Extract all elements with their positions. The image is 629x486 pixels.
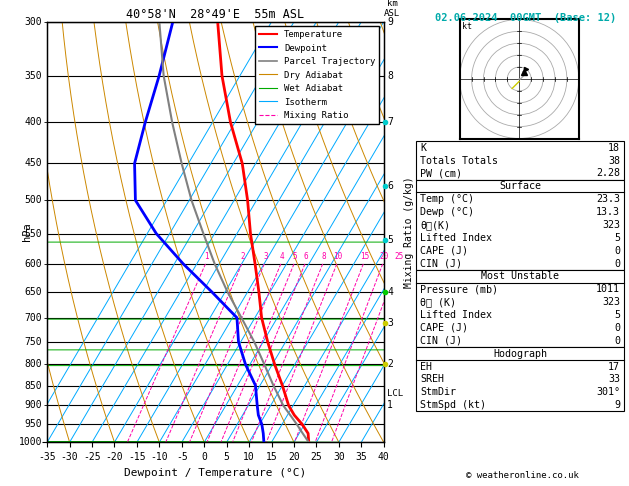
Text: 400: 400	[25, 117, 42, 127]
Text: 0: 0	[614, 245, 620, 256]
Text: 8: 8	[321, 252, 326, 261]
Text: 3: 3	[263, 252, 268, 261]
Text: km
ASL: km ASL	[384, 0, 400, 17]
Text: SREH: SREH	[420, 374, 444, 384]
Text: 700: 700	[25, 312, 42, 323]
Text: © weatheronline.co.uk: © weatheronline.co.uk	[465, 471, 579, 480]
Text: 3: 3	[387, 318, 393, 328]
Text: 5: 5	[614, 233, 620, 243]
Text: 4: 4	[387, 287, 393, 297]
Text: Pressure (mb): Pressure (mb)	[420, 284, 498, 295]
Text: 17: 17	[608, 362, 620, 372]
Text: CIN (J): CIN (J)	[420, 336, 462, 346]
Text: 323: 323	[602, 297, 620, 307]
Text: K: K	[420, 142, 426, 153]
Text: CAPE (J): CAPE (J)	[420, 323, 468, 333]
Text: 1: 1	[204, 252, 209, 261]
Text: 900: 900	[25, 400, 42, 411]
Text: 2: 2	[387, 359, 393, 369]
Text: 1: 1	[387, 400, 393, 411]
Text: StmSpd (kt): StmSpd (kt)	[420, 400, 486, 410]
Text: 5: 5	[293, 252, 298, 261]
Text: 10: 10	[333, 252, 343, 261]
Text: Dewp (°C): Dewp (°C)	[420, 207, 474, 217]
Text: LCL: LCL	[387, 389, 403, 398]
Text: Surface: Surface	[499, 181, 541, 191]
Text: 25: 25	[394, 252, 404, 261]
Text: Lifted Index: Lifted Index	[420, 233, 492, 243]
Legend: Temperature, Dewpoint, Parcel Trajectory, Dry Adiabat, Wet Adiabat, Isotherm, Mi: Temperature, Dewpoint, Parcel Trajectory…	[255, 26, 379, 124]
Text: 2: 2	[241, 252, 245, 261]
Text: 450: 450	[25, 158, 42, 169]
Text: 18: 18	[608, 142, 620, 153]
Text: PW (cm): PW (cm)	[420, 168, 462, 178]
Text: 600: 600	[25, 259, 42, 269]
Text: 300: 300	[25, 17, 42, 27]
Text: 1011: 1011	[596, 284, 620, 295]
Text: 1000: 1000	[19, 437, 42, 447]
Text: 6: 6	[387, 181, 393, 191]
Text: 950: 950	[25, 419, 42, 429]
Text: 23.3: 23.3	[596, 194, 620, 204]
Text: θᴇ (K): θᴇ (K)	[420, 297, 456, 307]
Text: 0: 0	[614, 259, 620, 269]
Text: CIN (J): CIN (J)	[420, 259, 462, 269]
Text: 8: 8	[387, 70, 393, 81]
Text: 850: 850	[25, 381, 42, 391]
Text: θᴇ(K): θᴇ(K)	[420, 220, 450, 230]
Text: EH: EH	[420, 362, 432, 372]
Text: 6: 6	[304, 252, 308, 261]
Text: 9: 9	[614, 400, 620, 410]
Text: 02.06.2024  00GMT  (Base: 12): 02.06.2024 00GMT (Base: 12)	[435, 13, 616, 23]
Text: 20: 20	[379, 252, 389, 261]
Text: Lifted Index: Lifted Index	[420, 310, 492, 320]
Text: 5: 5	[387, 235, 393, 245]
Text: 323: 323	[602, 220, 620, 230]
Text: 38: 38	[608, 156, 620, 166]
Text: StmDir: StmDir	[420, 387, 456, 398]
Text: Totals Totals: Totals Totals	[420, 156, 498, 166]
Text: 5: 5	[614, 310, 620, 320]
Text: 9: 9	[387, 17, 393, 27]
Text: Temp (°C): Temp (°C)	[420, 194, 474, 204]
Text: 800: 800	[25, 359, 42, 369]
Text: 750: 750	[25, 337, 42, 347]
Text: 350: 350	[25, 70, 42, 81]
Text: 550: 550	[25, 228, 42, 239]
Text: 301°: 301°	[596, 387, 620, 398]
X-axis label: Dewpoint / Temperature (°C): Dewpoint / Temperature (°C)	[125, 468, 306, 478]
Text: kt: kt	[462, 22, 472, 31]
Text: Hodograph: Hodograph	[493, 348, 547, 359]
Text: 500: 500	[25, 195, 42, 205]
Text: 33: 33	[608, 374, 620, 384]
Text: Mixing Ratio (g/kg): Mixing Ratio (g/kg)	[404, 176, 414, 288]
Title: 40°58'N  28°49'E  55m ASL: 40°58'N 28°49'E 55m ASL	[126, 8, 304, 21]
Text: 7: 7	[387, 117, 393, 127]
Text: 13.3: 13.3	[596, 207, 620, 217]
Text: CAPE (J): CAPE (J)	[420, 245, 468, 256]
Text: Most Unstable: Most Unstable	[481, 271, 559, 281]
Text: 0: 0	[614, 336, 620, 346]
Text: 4: 4	[280, 252, 284, 261]
Text: hPa: hPa	[22, 223, 32, 242]
Text: 0: 0	[614, 323, 620, 333]
Text: 15: 15	[360, 252, 369, 261]
Text: 2.28: 2.28	[596, 168, 620, 178]
Text: 650: 650	[25, 287, 42, 297]
